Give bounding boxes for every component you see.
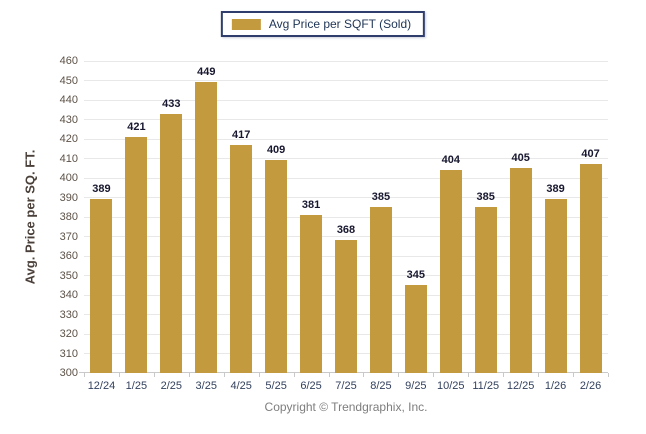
bar bbox=[300, 215, 323, 373]
bar bbox=[439, 170, 462, 373]
x-axis-tick-label: 3/25 bbox=[195, 380, 217, 392]
x-axis-tick-label: 2/25 bbox=[160, 380, 183, 392]
gridline bbox=[84, 119, 608, 120]
y-axis-tick-label: 400 bbox=[59, 172, 78, 184]
y-axis-tick-label: 430 bbox=[59, 113, 78, 126]
bar-value-label: 368 bbox=[336, 224, 356, 237]
legend-swatch bbox=[231, 18, 261, 30]
bar bbox=[160, 113, 183, 373]
bar bbox=[265, 160, 288, 373]
bar-value-label: 417 bbox=[232, 128, 251, 141]
y-axis-tick-label: 380 bbox=[59, 211, 78, 223]
bar-value-label: 345 bbox=[406, 269, 426, 282]
x-axis-tick-label: 5/25 bbox=[265, 380, 287, 392]
x-axis-tick bbox=[363, 373, 365, 377]
bar-value-label: 381 bbox=[301, 199, 321, 212]
x-axis-tick bbox=[433, 373, 435, 377]
x-axis-tick bbox=[223, 373, 225, 377]
bar bbox=[90, 199, 113, 373]
x-axis-tick bbox=[573, 373, 575, 377]
x-axis-tick-label: 10/25 bbox=[437, 380, 465, 392]
gridline bbox=[84, 99, 608, 101]
x-axis-tick bbox=[293, 373, 295, 377]
x-axis-tick-label: 1/26 bbox=[544, 380, 567, 392]
y-axis-tick-label: 330 bbox=[59, 308, 78, 321]
x-axis-tick-label: 9/25 bbox=[405, 380, 427, 392]
gridline bbox=[84, 197, 608, 198]
x-axis-tick-label: 6/25 bbox=[300, 380, 322, 392]
y-axis-tick-label: 450 bbox=[59, 74, 78, 87]
bar bbox=[335, 240, 357, 373]
legend-label: Avg Price per SQFT (Sold) bbox=[268, 17, 412, 31]
x-axis-tick-label: 2/26 bbox=[579, 380, 602, 392]
y-axis-tick-label: 300 bbox=[59, 367, 78, 379]
bar-value-label: 407 bbox=[581, 148, 600, 161]
x-axis-tick-label: 7/25 bbox=[335, 380, 357, 392]
y-axis-tick-label: 370 bbox=[59, 230, 78, 243]
x-axis-tick bbox=[328, 373, 330, 377]
x-axis-tick bbox=[118, 373, 120, 377]
bar-value-label: 404 bbox=[441, 154, 460, 167]
bar-value-label: 421 bbox=[127, 121, 146, 134]
y-axis-title: Avg. Price per SQ. FT. bbox=[22, 149, 38, 285]
x-axis-tick bbox=[398, 373, 400, 377]
x-axis-tick-label: 12/24 bbox=[87, 380, 116, 392]
y-axis-tick-label: 350 bbox=[59, 269, 78, 282]
x-axis-tick bbox=[608, 373, 609, 377]
bar bbox=[230, 144, 253, 373]
bar-value-label: 409 bbox=[266, 144, 286, 157]
x-axis-tick-label: 12/25 bbox=[506, 380, 535, 392]
x-axis-tick bbox=[503, 373, 505, 377]
x-axis-tick bbox=[468, 373, 470, 377]
gridline bbox=[84, 236, 608, 237]
x-axis-tick bbox=[188, 373, 190, 377]
y-axis-tick-label: 460 bbox=[59, 55, 78, 67]
gridline bbox=[84, 158, 608, 159]
bar bbox=[404, 285, 427, 373]
y-axis-tick-label: 320 bbox=[59, 328, 78, 340]
bar bbox=[474, 207, 497, 373]
y-axis-tick-label: 410 bbox=[59, 152, 78, 165]
copyright-text: Copyright © Trendgraphix, Inc. bbox=[264, 400, 428, 414]
y-axis-tick-label: 340 bbox=[59, 289, 78, 301]
x-axis-tick bbox=[538, 373, 540, 377]
y-axis-tick-label: 390 bbox=[59, 191, 78, 204]
bar-value-label: 385 bbox=[476, 191, 495, 204]
x-axis-tick-label: 1/25 bbox=[125, 380, 148, 392]
bar bbox=[369, 207, 392, 373]
bar-value-label: 405 bbox=[511, 152, 530, 165]
legend: Avg Price per SQFT (Sold) bbox=[220, 11, 426, 37]
x-axis-tick bbox=[258, 373, 260, 377]
x-axis-tick-label: 4/25 bbox=[230, 380, 252, 392]
bar bbox=[125, 137, 148, 373]
x-axis-tick-label: 11/25 bbox=[472, 380, 500, 392]
bar bbox=[195, 82, 218, 373]
bar-value-label: 433 bbox=[162, 97, 181, 110]
bar bbox=[544, 199, 567, 373]
y-axis-tick-label: 310 bbox=[59, 347, 78, 360]
gridline bbox=[84, 60, 608, 62]
bar-value-label: 449 bbox=[197, 66, 216, 79]
y-axis-tick-label: 440 bbox=[59, 94, 78, 106]
bar bbox=[509, 168, 532, 373]
bar-value-label: 389 bbox=[546, 183, 565, 196]
gridline bbox=[84, 177, 608, 179]
bar-value-label: 385 bbox=[371, 191, 391, 204]
x-axis-tick bbox=[153, 373, 155, 377]
y-axis-tick-label: 420 bbox=[59, 133, 78, 145]
plot-area: 300 310 320 330 340 350 360 370 380 390 400 410 420 4… bbox=[60, 56, 609, 392]
bar bbox=[579, 164, 602, 373]
bar-value-label: 389 bbox=[92, 183, 111, 196]
gridline bbox=[84, 138, 608, 140]
x-axis-tick-label: 8/25 bbox=[370, 380, 392, 392]
gridline bbox=[84, 216, 608, 218]
x-axis-tick bbox=[84, 373, 85, 377]
y-axis-tick-label: 360 bbox=[59, 250, 78, 262]
gridline bbox=[84, 80, 608, 81]
